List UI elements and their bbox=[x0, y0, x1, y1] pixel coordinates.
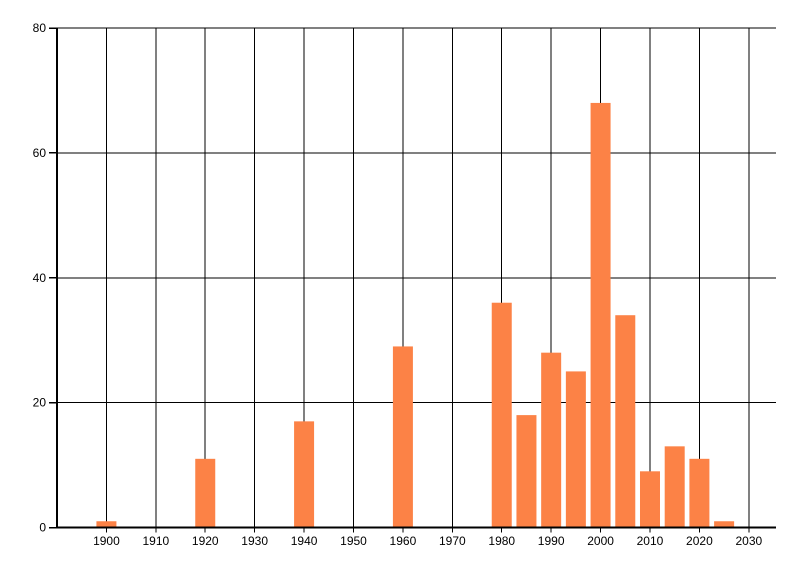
x-axis-label-1910: 1910 bbox=[142, 534, 169, 548]
bar-2020 bbox=[689, 458, 710, 528]
y-axis-label-0: 0 bbox=[39, 521, 46, 535]
x-axis-label-2030: 2030 bbox=[735, 534, 762, 548]
x-axis-label-1900: 1900 bbox=[93, 534, 120, 548]
x-axis-label-1940: 1940 bbox=[291, 534, 318, 548]
bar-2015 bbox=[664, 446, 685, 528]
x-axis-label-1920: 1920 bbox=[192, 534, 219, 548]
bar-1990 bbox=[541, 352, 562, 528]
bar-1995 bbox=[565, 371, 586, 528]
y-axis-label-60: 60 bbox=[33, 146, 47, 160]
x-axis-label-1960: 1960 bbox=[390, 534, 417, 548]
y-axis-label-40: 40 bbox=[33, 271, 47, 285]
bar-1960 bbox=[392, 346, 413, 528]
bar-2000 bbox=[590, 102, 611, 528]
bar-1900 bbox=[96, 521, 117, 528]
x-axis-label-1950: 1950 bbox=[340, 534, 367, 548]
bar-2025 bbox=[714, 521, 735, 528]
x-axis-label-1930: 1930 bbox=[241, 534, 268, 548]
bar-2005 bbox=[615, 315, 636, 528]
bar-1980 bbox=[491, 302, 512, 528]
x-axis-label-2020: 2020 bbox=[686, 534, 713, 548]
x-axis-label-1970: 1970 bbox=[439, 534, 466, 548]
x-axis-label-1980: 1980 bbox=[488, 534, 515, 548]
bar-2010 bbox=[639, 471, 660, 528]
bar-1940 bbox=[294, 421, 315, 528]
bar-1920 bbox=[195, 458, 216, 528]
y-axis-label-80: 80 bbox=[33, 21, 47, 35]
y-axis-label-20: 20 bbox=[33, 396, 47, 410]
bar-1985 bbox=[516, 415, 537, 528]
x-axis-label-2000: 2000 bbox=[587, 534, 614, 548]
x-axis-label-1990: 1990 bbox=[538, 534, 565, 548]
x-axis-label-2010: 2010 bbox=[637, 534, 664, 548]
